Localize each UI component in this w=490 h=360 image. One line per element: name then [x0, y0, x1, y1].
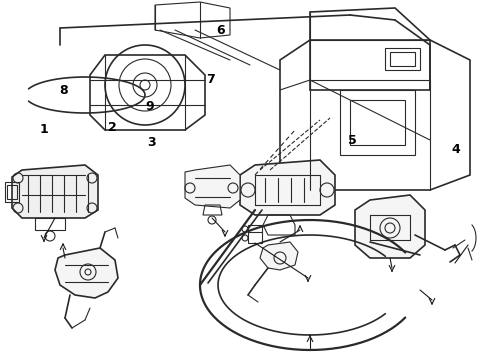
Text: 6: 6: [216, 24, 225, 37]
Text: 5: 5: [348, 134, 357, 147]
Bar: [390, 52, 415, 66]
Text: 1: 1: [40, 123, 49, 136]
Polygon shape: [240, 160, 335, 215]
Polygon shape: [55, 248, 118, 298]
Text: 3: 3: [147, 136, 156, 149]
Text: 4: 4: [451, 143, 460, 156]
Text: 9: 9: [145, 100, 154, 113]
Bar: [385, 48, 420, 70]
Bar: [5, 182, 19, 202]
Bar: [248, 225, 262, 243]
Polygon shape: [355, 195, 425, 258]
Polygon shape: [12, 165, 98, 218]
Text: 2: 2: [108, 121, 117, 134]
Text: 8: 8: [59, 84, 68, 96]
Polygon shape: [185, 165, 240, 208]
Polygon shape: [260, 242, 298, 270]
Bar: [7, 185, 17, 199]
Text: 7: 7: [206, 73, 215, 86]
